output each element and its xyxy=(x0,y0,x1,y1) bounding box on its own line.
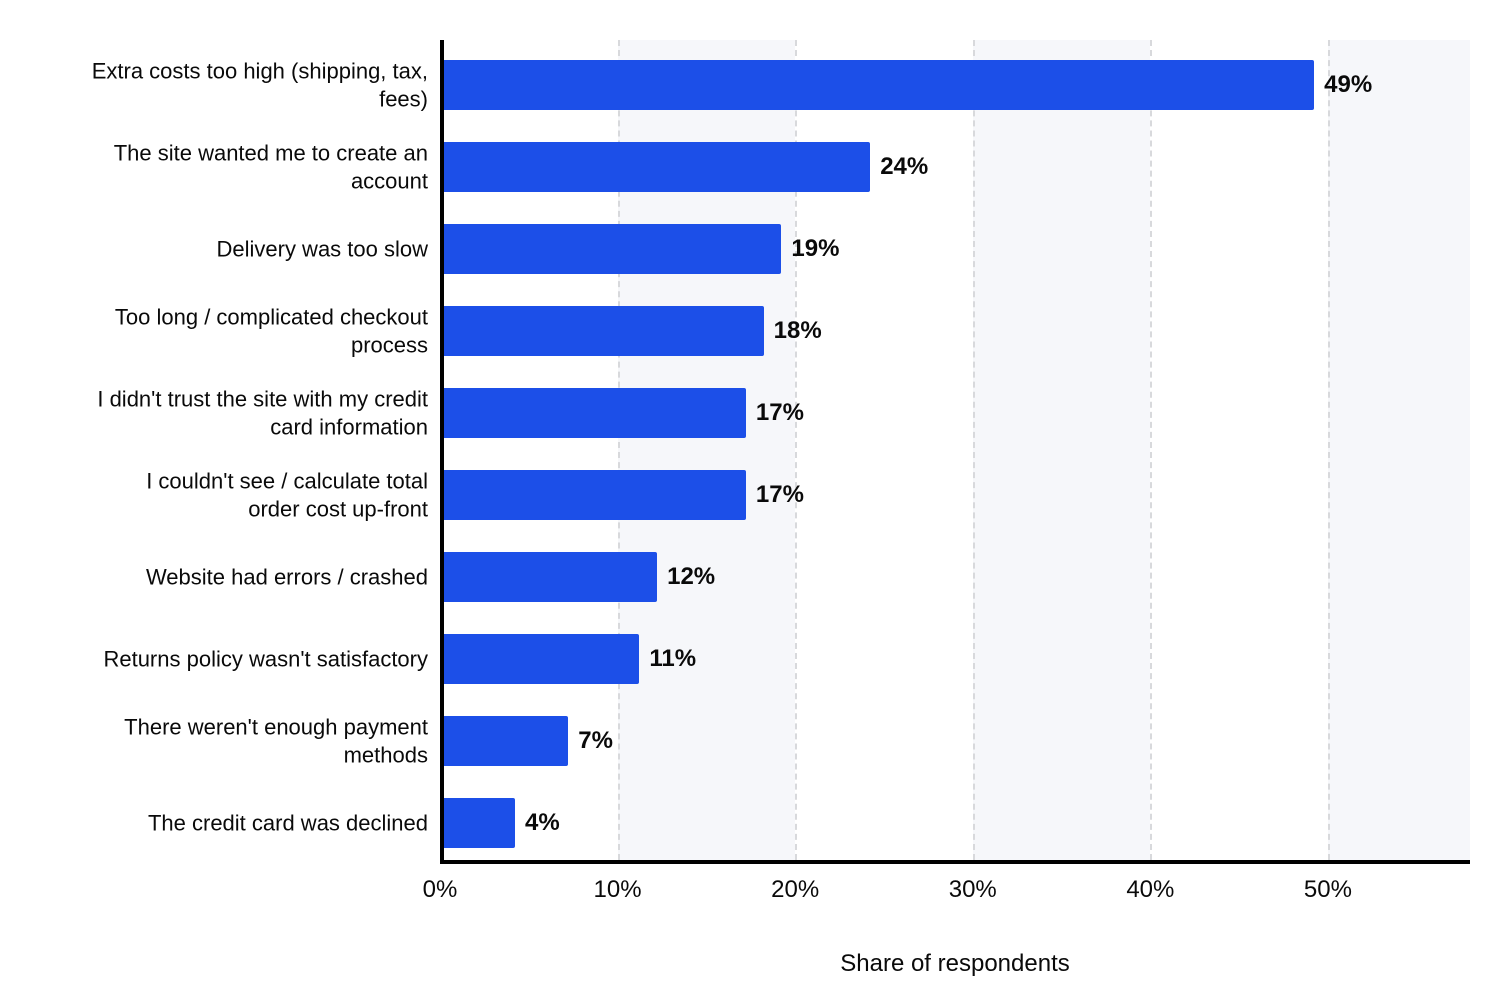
bar xyxy=(444,306,764,356)
bar xyxy=(444,224,781,274)
bar xyxy=(444,634,639,684)
bar-value-label: 17% xyxy=(756,399,804,427)
bar xyxy=(444,60,1314,110)
category-label: Website had errors / crashed xyxy=(38,563,428,591)
x-tick-label: 20% xyxy=(771,876,819,904)
bar-value-label: 12% xyxy=(667,563,715,591)
grid-band xyxy=(973,40,1151,860)
x-tick-label: 30% xyxy=(949,876,997,904)
bar-value-label: 49% xyxy=(1324,71,1372,99)
x-tick-label: 0% xyxy=(423,876,458,904)
bar xyxy=(444,142,870,192)
bar-chart: Extra costs too high (shipping, tax, fee… xyxy=(0,0,1508,998)
category-label: Extra costs too high (shipping, tax, fee… xyxy=(38,58,428,113)
bar-value-label: 11% xyxy=(649,645,696,673)
category-label: The site wanted me to create an account xyxy=(38,140,428,195)
category-label: There weren't enough payment methods xyxy=(38,714,428,769)
bar xyxy=(444,388,746,438)
x-axis-line xyxy=(440,860,1470,864)
category-label: I couldn't see / calculate totalorder co… xyxy=(38,468,428,523)
bar-value-label: 7% xyxy=(578,727,613,755)
grid-line xyxy=(1328,40,1330,860)
bar-value-label: 19% xyxy=(791,235,839,263)
x-axis-title: Share of respondents xyxy=(840,950,1070,978)
bar-value-label: 4% xyxy=(525,809,560,837)
bar-value-label: 24% xyxy=(880,153,928,181)
category-label: I didn't trust the site with my creditca… xyxy=(38,386,428,441)
bar xyxy=(444,470,746,520)
bar-value-label: 18% xyxy=(774,317,822,345)
bar-value-label: 17% xyxy=(756,481,804,509)
grid-line xyxy=(1150,40,1152,860)
category-label: Too long / complicated checkout process xyxy=(38,304,428,359)
x-tick-label: 40% xyxy=(1126,876,1174,904)
category-label: Returns policy wasn't satisfactory xyxy=(38,645,428,673)
bar xyxy=(444,716,568,766)
x-tick-label: 10% xyxy=(594,876,642,904)
bar xyxy=(444,798,515,848)
grid-band xyxy=(1328,40,1470,860)
x-tick-label: 50% xyxy=(1304,876,1352,904)
bar xyxy=(444,552,657,602)
category-label: The credit card was declined xyxy=(38,809,428,837)
category-label: Delivery was too slow xyxy=(38,235,428,263)
grid-line xyxy=(973,40,975,860)
